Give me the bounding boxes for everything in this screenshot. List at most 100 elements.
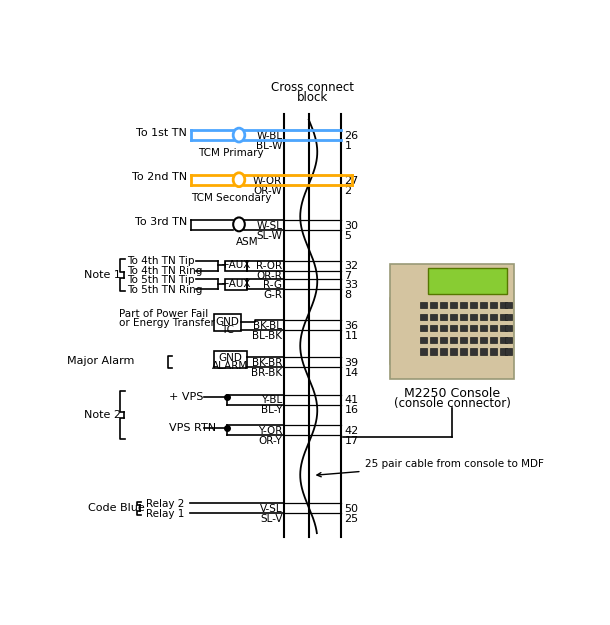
FancyBboxPatch shape: [490, 348, 497, 354]
FancyBboxPatch shape: [480, 348, 487, 354]
FancyBboxPatch shape: [505, 314, 512, 320]
FancyBboxPatch shape: [390, 297, 415, 365]
FancyBboxPatch shape: [490, 337, 497, 343]
FancyBboxPatch shape: [480, 325, 487, 331]
FancyBboxPatch shape: [450, 325, 457, 331]
Text: GND: GND: [218, 353, 242, 363]
Text: 17: 17: [345, 436, 359, 446]
Text: To 5th TN Ring: To 5th TN Ring: [127, 285, 202, 295]
Text: Part of Power Fail: Part of Power Fail: [119, 309, 208, 319]
Text: 36: 36: [345, 321, 359, 331]
FancyBboxPatch shape: [225, 261, 247, 271]
FancyBboxPatch shape: [420, 325, 426, 331]
FancyBboxPatch shape: [490, 314, 497, 320]
FancyBboxPatch shape: [505, 337, 512, 343]
Text: 11: 11: [345, 331, 359, 341]
Text: 16: 16: [345, 406, 359, 416]
Text: 2: 2: [345, 186, 351, 196]
FancyBboxPatch shape: [420, 302, 426, 308]
FancyBboxPatch shape: [505, 302, 512, 308]
Text: 50: 50: [345, 504, 359, 514]
Text: 26: 26: [345, 131, 359, 141]
FancyBboxPatch shape: [450, 314, 457, 320]
FancyBboxPatch shape: [440, 302, 447, 308]
Text: G-R: G-R: [264, 290, 282, 300]
FancyBboxPatch shape: [429, 337, 437, 343]
Text: To 1st TN: To 1st TN: [136, 127, 187, 138]
Text: or Energy Transfer: or Energy Transfer: [119, 318, 215, 328]
Text: Major Alarm: Major Alarm: [67, 356, 134, 366]
FancyBboxPatch shape: [429, 325, 437, 331]
Text: BR-BK: BR-BK: [251, 368, 282, 378]
FancyBboxPatch shape: [500, 314, 507, 320]
Text: +AUX: +AUX: [221, 260, 251, 270]
Text: 41: 41: [345, 396, 359, 406]
FancyBboxPatch shape: [214, 351, 247, 368]
Text: BL-W: BL-W: [256, 141, 282, 151]
FancyBboxPatch shape: [428, 268, 507, 294]
Text: Y-OR: Y-OR: [258, 426, 282, 436]
Text: GND: GND: [215, 317, 239, 327]
Text: To 5th TN Tip: To 5th TN Tip: [127, 275, 194, 285]
Text: M2250 Console: M2250 Console: [404, 386, 500, 399]
FancyBboxPatch shape: [420, 337, 426, 343]
Text: TCM Secondary: TCM Secondary: [191, 192, 271, 202]
Text: Code Blue: Code Blue: [88, 503, 145, 513]
Text: BL-Y: BL-Y: [261, 406, 282, 416]
Text: W-BL: W-BL: [256, 131, 282, 141]
FancyBboxPatch shape: [390, 264, 514, 379]
Text: W-OR: W-OR: [253, 176, 282, 186]
Text: 25: 25: [345, 514, 359, 524]
Text: To 2nd TN: To 2nd TN: [132, 173, 187, 182]
Text: ALARM: ALARM: [212, 361, 249, 371]
Text: SL-V: SL-V: [260, 514, 282, 524]
FancyBboxPatch shape: [470, 348, 477, 354]
FancyBboxPatch shape: [500, 337, 507, 343]
FancyBboxPatch shape: [450, 302, 457, 308]
Text: 8: 8: [345, 290, 351, 300]
FancyBboxPatch shape: [420, 314, 426, 320]
Text: R-OR: R-OR: [256, 261, 282, 271]
FancyBboxPatch shape: [480, 314, 487, 320]
Text: VPS RTN: VPS RTN: [169, 422, 217, 432]
Text: To 4th TN Ring: To 4th TN Ring: [127, 266, 202, 276]
Text: 7: 7: [345, 271, 351, 281]
FancyBboxPatch shape: [429, 348, 437, 354]
Text: block: block: [297, 91, 328, 104]
FancyBboxPatch shape: [440, 348, 447, 354]
FancyBboxPatch shape: [470, 325, 477, 331]
FancyBboxPatch shape: [460, 314, 467, 320]
FancyBboxPatch shape: [505, 325, 512, 331]
Text: To 4th TN Tip: To 4th TN Tip: [127, 256, 194, 266]
Text: Cross connect: Cross connect: [271, 81, 354, 94]
Text: TCM Primary: TCM Primary: [198, 148, 264, 158]
FancyBboxPatch shape: [460, 325, 467, 331]
FancyBboxPatch shape: [500, 325, 507, 331]
Text: Relay 2: Relay 2: [146, 499, 184, 509]
Text: ASM: ASM: [235, 238, 258, 248]
Text: V-SL: V-SL: [260, 504, 282, 514]
FancyBboxPatch shape: [500, 302, 507, 308]
Text: Note 2: Note 2: [84, 410, 121, 420]
FancyBboxPatch shape: [460, 348, 467, 354]
FancyBboxPatch shape: [490, 325, 497, 331]
FancyBboxPatch shape: [420, 348, 426, 354]
Text: 33: 33: [345, 280, 359, 290]
FancyBboxPatch shape: [429, 302, 437, 308]
Text: W-SL: W-SL: [256, 221, 282, 231]
FancyBboxPatch shape: [460, 337, 467, 343]
Text: 27: 27: [345, 176, 359, 186]
FancyBboxPatch shape: [429, 314, 437, 320]
Text: BK-BR: BK-BR: [252, 357, 282, 367]
Text: 14: 14: [345, 368, 359, 378]
Text: Relay 1: Relay 1: [146, 509, 184, 519]
FancyBboxPatch shape: [470, 302, 477, 308]
Text: OR-R: OR-R: [257, 271, 282, 281]
Text: OR-W: OR-W: [254, 186, 282, 196]
Text: (console connector): (console connector): [393, 398, 511, 410]
Text: To 3rd TN: To 3rd TN: [135, 217, 187, 227]
Text: 39: 39: [345, 357, 359, 367]
FancyBboxPatch shape: [214, 314, 242, 331]
Text: 1: 1: [345, 141, 351, 151]
Text: 32: 32: [345, 261, 359, 271]
